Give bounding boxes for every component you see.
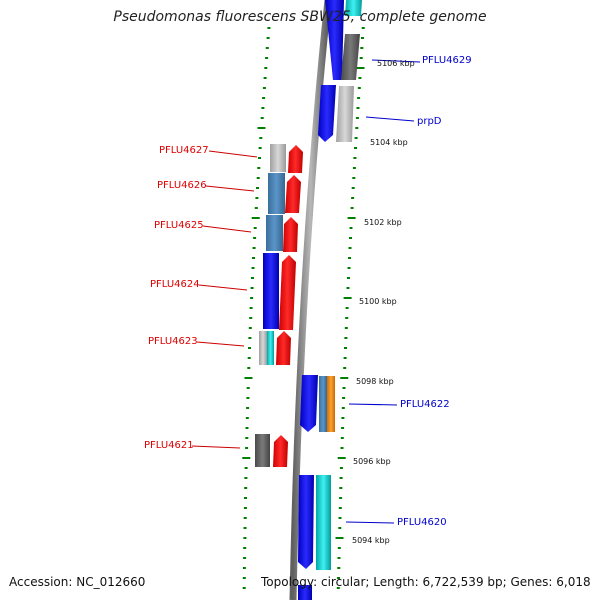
- cds-pflu4624-blue: [263, 253, 279, 329]
- gene-label-pflu4622[interactable]: PFLU4622: [400, 399, 450, 410]
- gene-pflu4621: [273, 435, 288, 467]
- gene-label-pflu4623[interactable]: PFLU4623: [148, 336, 198, 347]
- genome-stats-text: Topology: circular; Length: 6,722,539 bp…: [261, 575, 591, 589]
- cds-pflu4625-steelblue: [266, 215, 283, 251]
- cds-pflu4621-gray: [255, 434, 270, 467]
- backbone-bottom-segment: [298, 585, 312, 600]
- gene-pflu4623: [276, 331, 291, 365]
- cds-pflu4626-steelblue: [268, 173, 285, 214]
- cds-pflu4620-blue: [298, 475, 314, 569]
- gene-label-pflu4627[interactable]: PFLU4627: [159, 145, 209, 156]
- cds-pflu4627-lightgray: [270, 144, 286, 172]
- cds-prpd-blue: [318, 85, 336, 142]
- gene-pflu4624: [279, 255, 296, 330]
- scale-label-5096: 5096 kbp: [353, 457, 391, 466]
- accession-text: Accession: NC_012660: [9, 575, 146, 589]
- gene-label-pflu4624[interactable]: PFLU4624: [150, 279, 200, 290]
- cds-top-gray: [341, 34, 360, 80]
- genome-title: Pseudomonas fluorescens SBW25, complete …: [113, 9, 487, 25]
- cds-top-cyan: [345, 0, 362, 16]
- leader-lines-left: [191, 150, 258, 449]
- cds-top-blue: [325, 0, 344, 80]
- genome-backbone: [289, 0, 332, 601]
- scale-label-5104: 5104 kbp: [370, 138, 408, 147]
- tick-ruler-right: [335, 27, 365, 589]
- gene-label-pflu4625[interactable]: PFLU4625: [154, 220, 204, 231]
- cds-pflu4622-blue: [300, 375, 318, 432]
- gene-pflu4627: [288, 145, 303, 173]
- cds-pflu4623-cyan: [267, 331, 274, 365]
- gene-pflu4625: [283, 217, 298, 252]
- cds-pflu4623-lightgray: [259, 331, 267, 365]
- cds-pflu4622-steelblue: [319, 376, 327, 432]
- scale-label-5100: 5100 kbp: [359, 297, 397, 306]
- gene-label-pflu4620[interactable]: PFLU4620: [397, 517, 447, 528]
- gene-label-pflu4626[interactable]: PFLU4626: [157, 180, 207, 191]
- cds-pflu4622-orange: [327, 376, 335, 432]
- tick-ruler-left: [242, 27, 271, 589]
- scale-label-5102: 5102 kbp: [364, 218, 402, 227]
- gene-label-pflu4621[interactable]: PFLU4621: [144, 440, 194, 451]
- gene-label-pflu4629[interactable]: PFLU4629: [422, 55, 472, 66]
- scale-label-5094: 5094 kbp: [352, 536, 390, 545]
- cds-pflu4620-cyan: [316, 475, 331, 570]
- leader-lines-right: [345, 59, 421, 524]
- cds-prpd-lightgray: [336, 86, 354, 142]
- gene-label-prpd[interactable]: prpD: [417, 116, 442, 127]
- scale-label-5098: 5098 kbp: [356, 377, 394, 386]
- scale-label-5106: 5106 kbp: [377, 59, 415, 68]
- gene-pflu4626: [285, 175, 301, 213]
